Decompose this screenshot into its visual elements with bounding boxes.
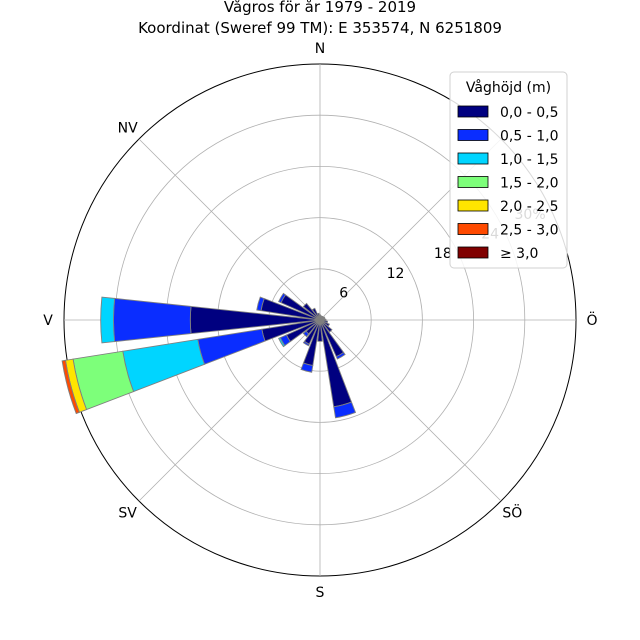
legend-swatch xyxy=(457,246,489,259)
direction-label-Ö: Ö xyxy=(586,311,597,329)
sector-bar-240-bin-2 xyxy=(278,337,286,348)
sector-bar-255-bin-1 xyxy=(197,328,266,365)
direction-label-S: S xyxy=(316,585,325,601)
direction-label-SÖ: SÖ xyxy=(502,503,522,521)
legend: Våghöjd (m) 0,0 - 0,5 0,5 - 1,0 1,0 - 1,5 1,… xyxy=(449,71,568,269)
direction-label-NV: NV xyxy=(118,121,138,137)
sector-bar-255-bin-5 xyxy=(61,359,80,415)
legend-entry-label: 1,5 - 2,0 xyxy=(500,176,558,192)
sector-bar-195-bin-1 xyxy=(300,362,314,373)
sector-bar-270-bin-2 xyxy=(100,296,116,344)
direction-label-N: N xyxy=(315,41,325,57)
legend-entry-label: ≥ 3,0 xyxy=(500,246,538,262)
legend-swatch xyxy=(457,199,489,212)
sector-bar-105-bin-0 xyxy=(319,319,329,324)
wave-sectors xyxy=(61,292,357,419)
sector-bar-270-bin-1 xyxy=(113,297,192,343)
sector-bar-180-bin-0 xyxy=(317,319,323,342)
legend-swatch xyxy=(457,223,489,235)
radial-tick-label: 18 xyxy=(434,246,452,262)
legend-swatch xyxy=(457,152,489,165)
legend-swatch xyxy=(457,129,489,141)
sector-bar-165-bin-1 xyxy=(333,401,357,419)
chart-title: Vågros för år 1979 - 2019 xyxy=(224,0,416,16)
sector-bar-285-bin-1 xyxy=(256,296,265,312)
sector-bar-315-bin-0 xyxy=(302,302,321,321)
radial-tick-label: 6 xyxy=(339,285,348,301)
chart-subtitle: Koordinat (Sweref 99 TM): E 353574, N 62… xyxy=(138,19,502,37)
legend-swatch xyxy=(457,176,489,188)
legend-swatch xyxy=(457,105,489,118)
grid-spoke xyxy=(138,319,321,502)
radial-tick-label: 12 xyxy=(387,266,405,282)
direction-label-SV: SV xyxy=(118,505,137,521)
legend-entry-label: 0,5 - 1,0 xyxy=(500,129,558,145)
sector-bar-225-bin-1 xyxy=(302,330,310,338)
direction-label-V: V xyxy=(43,313,53,329)
grid-spoke xyxy=(319,319,502,502)
legend-title: Våghöjd (m) xyxy=(466,79,551,96)
legend-entry-label: 0,0 - 0,5 xyxy=(500,105,558,121)
grid-spoke xyxy=(138,138,321,321)
sector-bar-135-bin-0 xyxy=(319,319,333,333)
sector-bar-300-bin-1 xyxy=(278,292,287,304)
sector-bar-120-bin-0 xyxy=(319,319,330,327)
legend-entry-label: 1,0 - 1,5 xyxy=(500,152,558,168)
sector-bar-210-bin-1 xyxy=(302,340,310,347)
sector-bar-255-bin-2 xyxy=(122,338,206,393)
legend-box xyxy=(449,71,568,269)
legend-entry-label: 2,0 - 2,5 xyxy=(500,199,558,215)
sector-bar-150-bin-1 xyxy=(335,351,346,360)
legend-entry-label: 2,5 - 3,0 xyxy=(500,223,558,239)
